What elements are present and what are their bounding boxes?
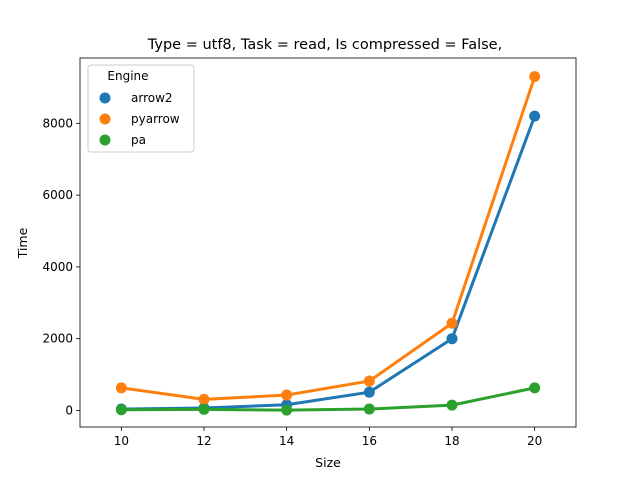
data-point-pa	[115, 404, 127, 416]
data-point-pyarrow	[363, 375, 375, 387]
legend-title: Engine	[107, 69, 148, 83]
y-tick-label: 2000	[42, 332, 73, 346]
data-point-arrow2	[363, 386, 375, 398]
data-point-pyarrow	[446, 317, 458, 329]
data-point-arrow2	[446, 333, 458, 345]
series-line-pa	[119, 386, 537, 412]
x-tick-label: 10	[114, 434, 129, 448]
x-tick-label: 12	[196, 434, 211, 448]
x-tick-label: 16	[362, 434, 377, 448]
legend-box	[87, 64, 195, 153]
data-point-pa	[281, 404, 293, 416]
data-point-pyarrow	[281, 389, 293, 401]
data-point-pa	[529, 382, 541, 394]
data-point-pyarrow	[198, 393, 210, 405]
axes-frame	[79, 57, 577, 428]
data-point-pyarrow	[115, 382, 127, 394]
data-point-pyarrow	[529, 71, 541, 83]
legend-marker-pyarrow	[99, 113, 111, 125]
legend: Engine arrow2 pyarrow pa	[87, 64, 195, 153]
legend-marker-arrow2	[99, 92, 111, 104]
x-tick-label: 18	[444, 434, 459, 448]
legend-label-pyarrow: pyarrow	[131, 112, 180, 126]
data-point-pa	[363, 403, 375, 415]
data-point-pa	[446, 399, 458, 411]
series-line-pyarrow	[119, 75, 537, 401]
x-axis-label: Size	[315, 455, 341, 470]
y-tick-label: 6000	[42, 188, 73, 202]
plot-area: 10 12 14 16 18 20 0 2000 4000 6000 8000	[42, 57, 577, 448]
x-tick-label: 20	[527, 434, 542, 448]
y-tick-label: 0	[65, 403, 73, 417]
y-tick-label: 4000	[42, 260, 73, 274]
chart-title: Type = utf8, Task = read, Is compressed …	[147, 37, 502, 53]
y-tick-label: 8000	[42, 116, 73, 130]
legend-label-arrow2: arrow2	[131, 91, 173, 105]
y-axis-label: Time	[15, 227, 30, 259]
data-point-pa	[198, 403, 210, 415]
legend-label-pa: pa	[131, 133, 146, 147]
x-tick-label: 14	[279, 434, 294, 448]
legend-marker-pa	[99, 134, 111, 146]
data-point-arrow2	[529, 110, 541, 122]
